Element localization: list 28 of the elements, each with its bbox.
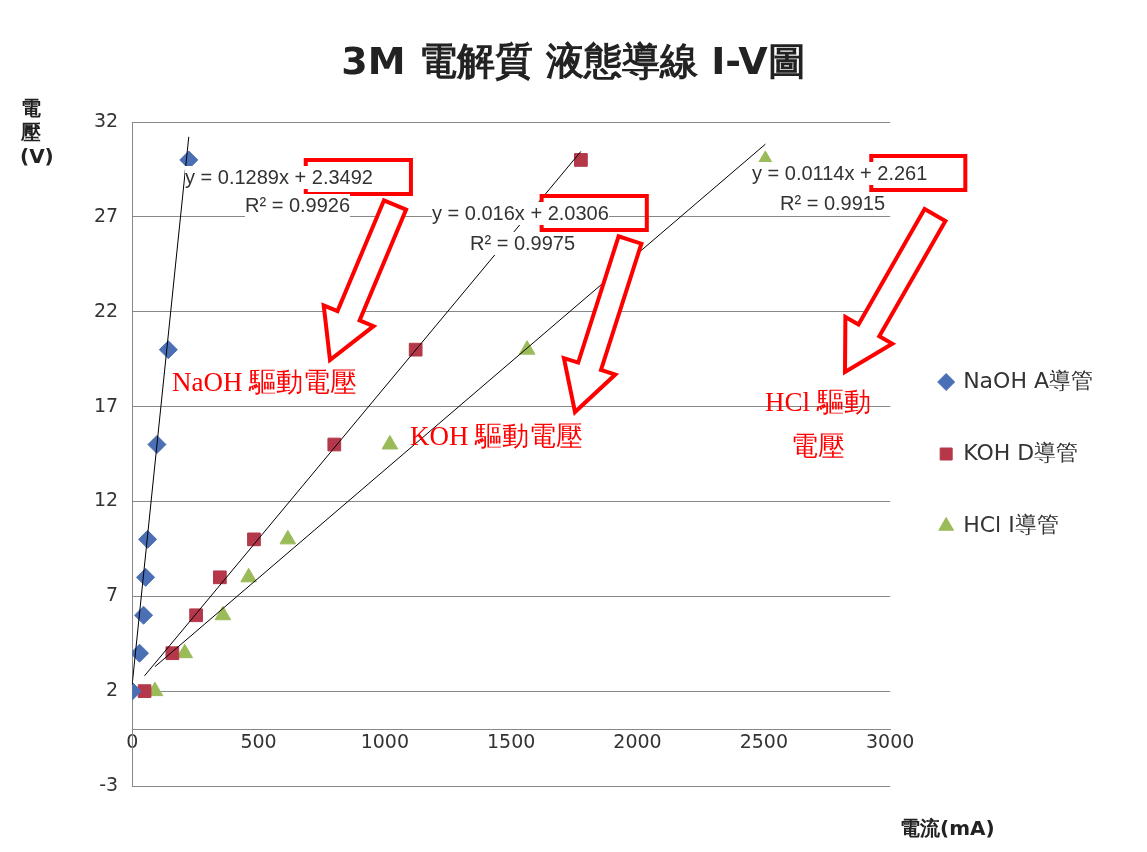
annotation: y = 0.016x + 2.0306 [432, 202, 609, 225]
y-tick-label: 12 [93, 488, 119, 511]
x-tick-label: 500 [240, 730, 277, 753]
annotation: NaOH 驅動電壓 [172, 366, 358, 399]
annotation: y = 0.1289x + 2.3492 [185, 166, 373, 189]
y-axis-title: 電壓(V) [20, 96, 54, 168]
y-tick-label: 32 [93, 108, 119, 131]
y-tick-label: 2 [106, 678, 119, 701]
x-tick-label: 2500 [739, 730, 789, 753]
chart-title: 3M 電解質 液態導線 I-V圖 [340, 38, 807, 85]
y-tick-label: -3 [99, 772, 119, 795]
y-tick-label: 27 [93, 203, 119, 226]
x-tick-label: 2000 [613, 730, 662, 753]
x-axis-title: 電流(mA) [900, 815, 995, 842]
annotation: HCl 驅動電壓 [764, 386, 872, 463]
annotation: R² = 0.9915 [780, 192, 886, 215]
annotation: R² = 0.9975 [470, 232, 576, 255]
x-tick-label: 3000 [865, 730, 915, 753]
annotation: R² = 0.9926 [245, 194, 351, 217]
x-tick-label: 1000 [360, 730, 410, 753]
legend-label: KOH D導管 [963, 439, 1079, 465]
y-tick-label: 17 [93, 393, 119, 416]
y-tick-label: 22 [93, 298, 119, 321]
legend-label: HCl I導管 [963, 511, 1059, 537]
annotation: y = 0.0114x + 2.261 [752, 162, 928, 185]
legend-label: NaOH A導管 [963, 367, 1093, 393]
x-tick-label: 1500 [486, 730, 536, 753]
y-tick-label: 7 [106, 583, 119, 606]
